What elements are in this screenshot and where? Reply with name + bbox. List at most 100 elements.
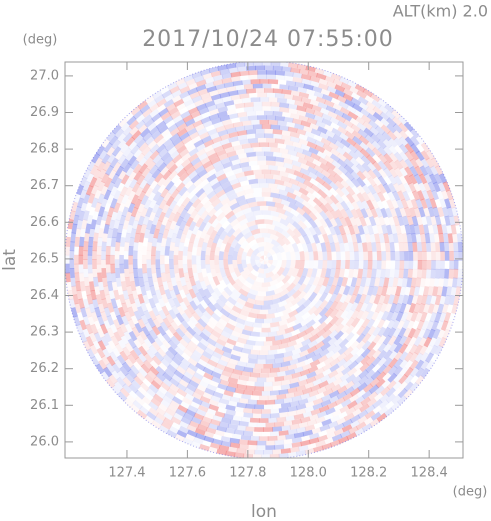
radar-cell [306, 141, 318, 150]
radar-cell [172, 224, 181, 235]
radar-cell [206, 85, 217, 93]
radar-cell [106, 327, 115, 338]
radar-cell [245, 235, 255, 244]
radar-cell [398, 182, 407, 194]
radar-cell [297, 234, 306, 245]
radar-cell [74, 206, 82, 217]
radar-cell [127, 338, 137, 349]
radar-cell [247, 444, 258, 450]
radar-cell [239, 93, 250, 99]
radar-cell [168, 425, 180, 435]
radar-cell [354, 149, 365, 159]
radar-cell [312, 276, 321, 287]
radar-cell [162, 228, 170, 239]
radar-cell [113, 202, 121, 213]
radar-cell [251, 165, 261, 170]
radar-cell [89, 227, 95, 239]
radar-cell [149, 224, 157, 235]
radar-cell [444, 294, 451, 306]
radar-cell [232, 121, 243, 128]
radar-cell [195, 322, 205, 332]
radar-cell [76, 197, 85, 208]
radar-cell [375, 378, 386, 389]
radar-cell [272, 111, 283, 117]
radar-cell [427, 206, 435, 218]
radar-cell [187, 259, 193, 269]
radar-cell [167, 146, 178, 156]
radar-cell [385, 207, 393, 218]
radar-cell [420, 150, 430, 161]
radar-cell [206, 337, 217, 347]
radar-cell [151, 237, 158, 248]
radar-cell [329, 194, 339, 205]
radar-cell [204, 306, 215, 316]
radar-cell [128, 126, 139, 136]
radar-cell [367, 113, 378, 123]
radar-cell [218, 259, 225, 269]
radar-cell [279, 62, 290, 68]
altitude-label: ALT(km) 2.0 [393, 2, 488, 21]
radar-cell [109, 157, 119, 168]
radar-cell [175, 77, 186, 86]
radar-cell [261, 345, 271, 351]
radar-cell [102, 232, 108, 243]
radar-cell [69, 241, 75, 252]
radar-cell [221, 119, 233, 126]
radar-cell [367, 176, 377, 187]
radar-cell [100, 197, 108, 209]
radar-cell [100, 335, 110, 347]
radar-cell [261, 409, 271, 414]
radar-cell [297, 275, 306, 286]
radar-cell [456, 233, 463, 244]
radar-cell [393, 342, 403, 354]
radar-cell [436, 224, 443, 235]
radar-cell [444, 215, 451, 226]
radar-cell [397, 395, 408, 406]
radar-cell [107, 206, 115, 217]
radar-cell [178, 361, 189, 372]
radar-cell [270, 62, 281, 67]
radar-cell [120, 334, 130, 346]
radar-cell [274, 353, 285, 359]
radar-cell [409, 359, 419, 371]
radar-cell [243, 325, 254, 332]
radar-cell [281, 274, 291, 284]
radar-cell [176, 365, 187, 375]
radar-cell [349, 419, 361, 429]
radar-cell [381, 310, 390, 322]
radar-cell [322, 175, 333, 185]
radar-cell [280, 313, 291, 321]
radar-cell [357, 268, 364, 279]
radar-cell [285, 144, 296, 152]
radar-cell [244, 188, 254, 195]
radar-cell [259, 309, 269, 315]
radar-cell [258, 395, 269, 401]
radar-cell [453, 242, 459, 252]
radar-cell [301, 338, 312, 347]
radar-cell [274, 444, 285, 450]
radar-cell [366, 397, 377, 408]
radar-cell [298, 187, 309, 196]
radar-cell [105, 362, 115, 374]
radar-cell [127, 202, 136, 213]
radar-cell [322, 276, 330, 287]
radar-cell [153, 376, 164, 386]
radar-cell [176, 388, 188, 398]
radar-cell [367, 260, 373, 270]
radar-cell [383, 294, 391, 305]
radar-cell [270, 192, 280, 199]
radar-cell [238, 443, 249, 450]
radar-cell [366, 318, 376, 329]
radar-cell [141, 326, 151, 337]
radar-cell [72, 214, 80, 226]
radar-cell [334, 268, 341, 278]
radar-cell [135, 224, 143, 235]
radar-cell [180, 416, 192, 425]
radar-cell [144, 322, 153, 333]
radar-cell [293, 413, 304, 420]
radar-cell [122, 125, 133, 136]
radar-cell [184, 201, 194, 212]
radar-cell [350, 340, 360, 350]
radar-cell [265, 422, 276, 428]
radar-cell [443, 233, 449, 244]
